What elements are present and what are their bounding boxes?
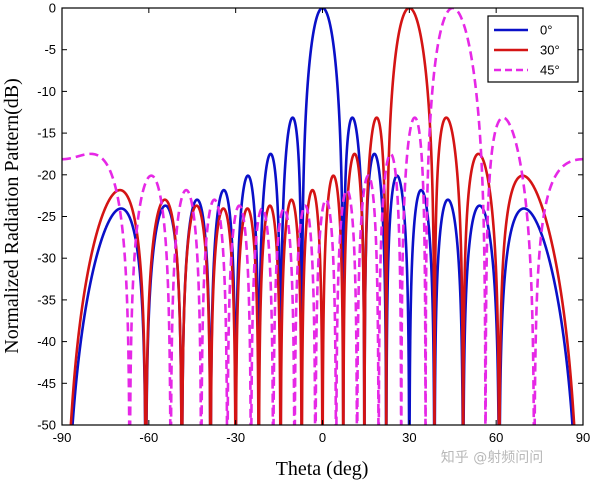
x-tick-label: -90 [53, 430, 72, 445]
legend-label: 45° [540, 63, 560, 78]
legend-label: 30° [540, 43, 560, 58]
y-tick-label: -45 [37, 376, 56, 391]
x-tick-label: 60 [489, 430, 503, 445]
series-layer [62, 8, 583, 425]
tick-layer: -90 -60 -30 0 30 60 90 0 -5 -10 -15 -20 -25 -30 -35 -40… [37, 1, 590, 446]
y-axis-label: Normalized Radiation Pattern(dB) [1, 78, 23, 353]
x-tick-label: 0 [319, 430, 326, 445]
legend: 0° 30° 45° [487, 15, 579, 83]
y-tick-label: -25 [37, 209, 56, 224]
x-tick-label: -60 [139, 430, 158, 445]
x-tick-label: -30 [226, 430, 245, 445]
x-tick-label: 30 [402, 430, 416, 445]
y-tick-label: 0 [49, 1, 56, 16]
y-tick-label: -30 [37, 251, 56, 266]
y-tick-label: -15 [37, 126, 56, 141]
series-line-1 [69, 8, 576, 425]
series-line-2 [62, 8, 583, 425]
y-tick-label: -20 [37, 167, 56, 182]
y-tick-label: -35 [37, 292, 56, 307]
x-axis-label: Theta (deg) [276, 458, 369, 480]
y-tick-label: -5 [44, 42, 56, 57]
x-tick-label: 90 [576, 430, 590, 445]
y-tick-label: -10 [37, 84, 56, 99]
y-tick-label: -40 [37, 334, 56, 349]
y-tick-label: -50 [37, 418, 56, 433]
watermark-text: 知乎 @射频问问 [441, 449, 543, 466]
legend-label: 0° [540, 23, 552, 38]
